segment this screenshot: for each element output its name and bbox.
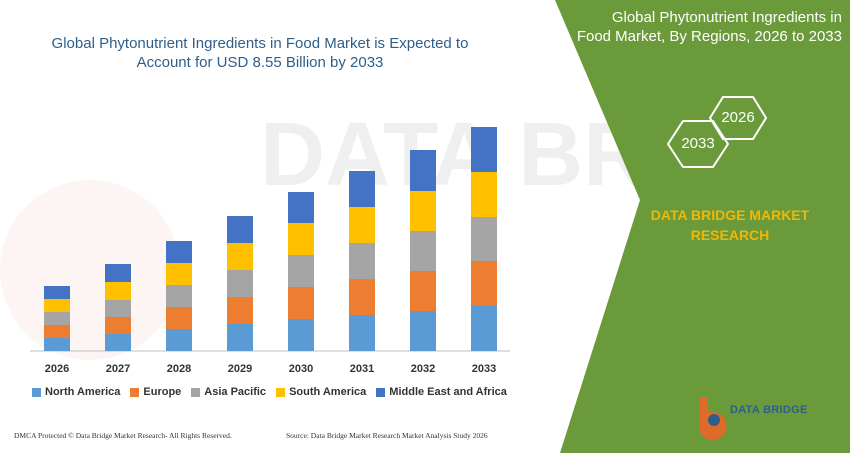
bar-segment-2029-3 (227, 243, 253, 270)
bar-segment-2031-2 (349, 243, 375, 279)
footer-left: DMCA Protected © Data Bridge Market Rese… (14, 431, 232, 440)
bar-segment-2027-2 (105, 300, 131, 317)
legend-label: North America (45, 386, 121, 398)
legend-swatch (32, 387, 41, 397)
tick-labels-group: 2026 2027 2028 2029 2030 2031 2032 2033 (45, 363, 496, 375)
hex-label-right: 2026 (721, 109, 755, 126)
bar-segment-2029-0 (227, 324, 253, 351)
bar-segment-2031-0 (349, 315, 375, 351)
bar-segment-2030-3 (288, 223, 314, 255)
bars-group (44, 127, 497, 351)
legend-label: Middle East and Africa (389, 386, 507, 398)
bar-segment-2027-3 (105, 282, 131, 300)
x-tick-label: 2028 (167, 363, 191, 375)
legend-label: Asia Pacific (204, 386, 267, 398)
right-title-line-2: Food Market, By Regions, 2026 to 2033 (576, 28, 842, 45)
bar-segment-2032-4 (410, 150, 436, 191)
chart-title: Global Phytonutrient Ingredients in Food… (20, 34, 500, 72)
bar-segment-2027-4 (105, 264, 131, 282)
bar-segment-2033-1 (471, 261, 497, 306)
bar-segment-2033-0 (471, 306, 497, 351)
x-tick-label: 2032 (411, 363, 435, 375)
bar-segment-2032-3 (410, 191, 436, 231)
x-tick-label: 2029 (228, 363, 252, 375)
legend-swatch (130, 387, 140, 397)
hex-label-left: 2033 (681, 135, 715, 152)
legend-item: Europe (130, 386, 181, 398)
bar-segment-2026-2 (44, 312, 70, 325)
bar-segment-2030-1 (288, 287, 314, 319)
x-tick-label: 2033 (472, 363, 496, 375)
legend: North America Europe Asia Pacific South Ame… (32, 386, 507, 398)
bar-segment-2033-4 (471, 127, 497, 172)
bar-segment-2031-4 (349, 171, 375, 207)
bar-segment-2026-3 (44, 299, 70, 312)
right-panel-title: Global Phytonutrient Ingredients in Food… (560, 8, 842, 46)
hexagon-left (666, 120, 730, 168)
right-title-line-1: Global Phytonutrient Ingredients in (611, 9, 842, 26)
bar-segment-2028-4 (166, 241, 192, 263)
bar-segment-2029-4 (227, 216, 253, 243)
bar-segment-2030-0 (288, 319, 314, 351)
bar-segment-2031-1 (349, 279, 375, 315)
bar-segment-2030-2 (288, 255, 314, 287)
legend-label: Europe (143, 386, 182, 398)
brand-line-2: RESEARCH (690, 227, 770, 243)
x-tick-label: 2030 (289, 363, 313, 375)
bar-segment-2028-2 (166, 285, 192, 307)
bar-segment-2029-2 (227, 270, 253, 297)
legend-item: South America (276, 386, 366, 398)
bar-segment-2030-4 (288, 192, 314, 223)
legend-swatch (276, 387, 286, 397)
bar-segment-2026-0 (44, 338, 70, 351)
bar-segment-2033-2 (471, 217, 497, 261)
bar-segment-2026-4 (44, 286, 70, 299)
legend-swatch (376, 387, 386, 397)
bar-segment-2026-1 (44, 325, 70, 338)
bar-segment-2029-1 (227, 297, 253, 324)
legend-item: North America (32, 386, 120, 398)
legend-item: Asia Pacific (191, 386, 266, 398)
bar-segment-2032-1 (410, 271, 436, 311)
logo-text: DATA BRIDGE (730, 404, 808, 416)
x-tick-label: 2031 (350, 363, 374, 375)
brand-line-1: DATA BRIDGE MARKET (650, 207, 810, 223)
bar-segment-2031-3 (349, 207, 375, 243)
title-line-2: Account for USD 8.55 Billion by 2033 (136, 54, 384, 71)
data-bridge-logo-icon (700, 398, 727, 440)
bar-segment-2028-1 (166, 307, 192, 329)
brand-text: DATA BRIDGE MARKET RESEARCH (640, 205, 820, 245)
footer-right: Source: Data Bridge Market Research Mark… (286, 431, 488, 440)
right-panel (555, 0, 850, 453)
bar-segment-2027-1 (105, 317, 131, 334)
title-line-1: Global Phytonutrient Ingredients in Food… (51, 35, 469, 52)
bar-segment-2028-0 (166, 329, 192, 351)
x-tick-label: 2026 (45, 363, 69, 375)
bar-segment-2027-0 (105, 334, 131, 351)
bar-segment-2032-2 (410, 231, 436, 271)
legend-swatch (191, 387, 201, 397)
bar-segment-2028-3 (166, 263, 192, 285)
legend-label: South America (289, 386, 367, 398)
bar-segment-2032-0 (410, 311, 436, 351)
legend-item: Middle East and Africa (376, 386, 507, 398)
hexagon-right (708, 96, 768, 140)
x-tick-label: 2027 (106, 363, 130, 375)
bar-segment-2033-3 (471, 172, 497, 217)
